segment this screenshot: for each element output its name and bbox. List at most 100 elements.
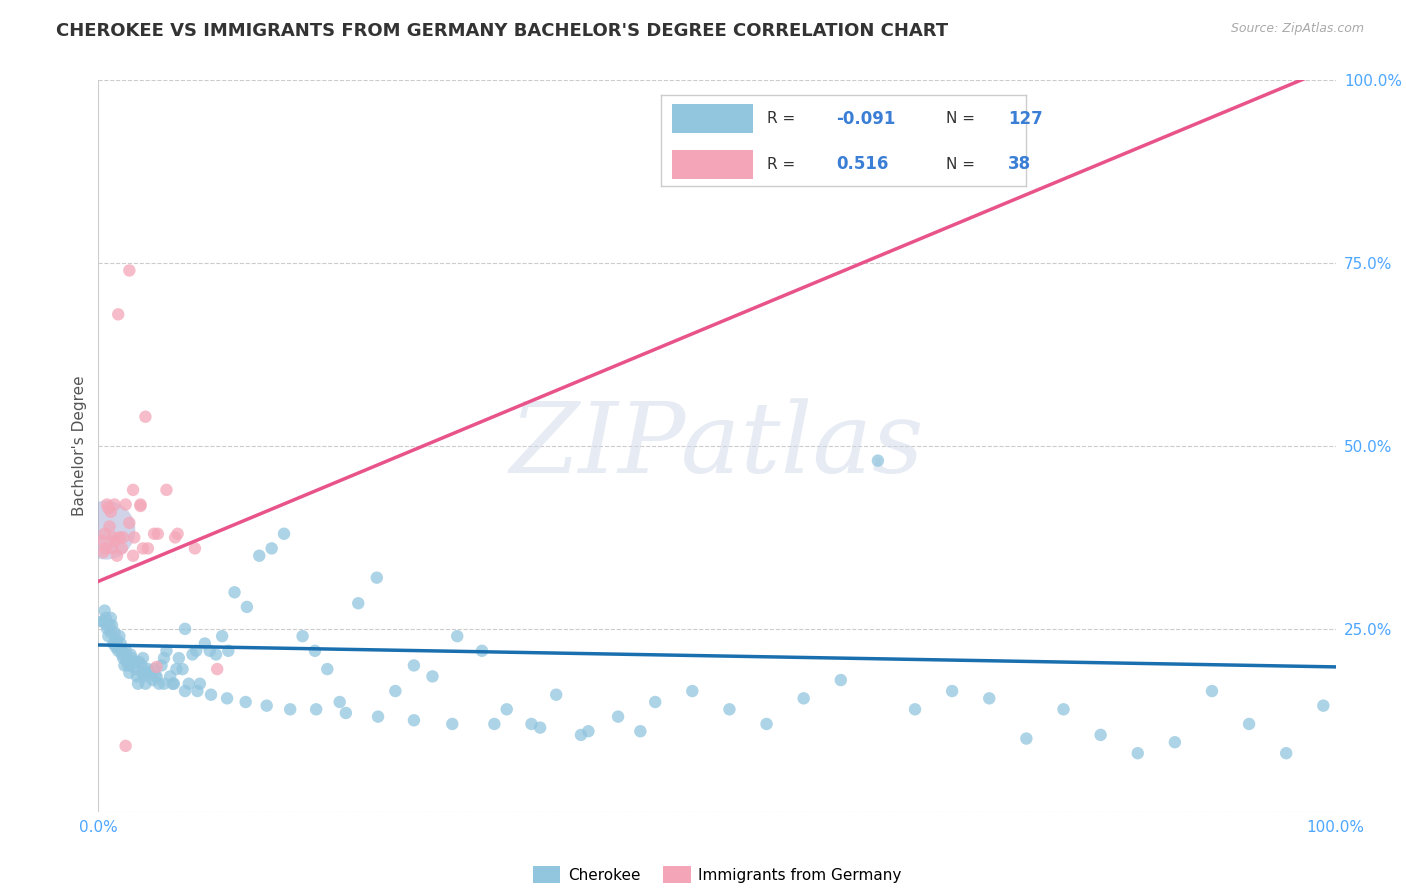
- Text: 38: 38: [1008, 155, 1031, 173]
- Point: [167, 651, 190, 665]
- Point: [103, 498, 125, 512]
- Point: [1090, 728, 1112, 742]
- Point: [1015, 731, 1038, 746]
- Point: [755, 717, 778, 731]
- Point: [291, 629, 314, 643]
- Point: [101, 618, 124, 632]
- Point: [384, 684, 406, 698]
- Point: [148, 676, 170, 690]
- Point: [866, 453, 889, 467]
- Point: [91, 534, 114, 549]
- Point: [155, 644, 177, 658]
- Point: [100, 625, 122, 640]
- Text: Source: ZipAtlas.com: Source: ZipAtlas.com: [1230, 22, 1364, 36]
- Point: [128, 655, 150, 669]
- Point: [97, 501, 120, 516]
- Point: [546, 688, 568, 702]
- Point: [93, 603, 115, 617]
- Point: [681, 684, 703, 698]
- Point: [122, 483, 145, 497]
- Point: [186, 644, 208, 658]
- Point: [98, 618, 121, 632]
- Point: [132, 651, 155, 665]
- Point: [105, 549, 128, 563]
- Point: [134, 676, 156, 690]
- Point: [194, 636, 217, 650]
- Point: [278, 702, 301, 716]
- Point: [1201, 684, 1223, 698]
- FancyBboxPatch shape: [672, 104, 752, 133]
- Point: [124, 662, 146, 676]
- Point: [93, 615, 115, 629]
- Point: [114, 644, 136, 658]
- Text: ZIPatlas: ZIPatlas: [510, 399, 924, 493]
- Point: [114, 648, 136, 662]
- Point: [103, 625, 125, 640]
- Point: [139, 665, 162, 680]
- Point: [205, 648, 228, 662]
- Point: [120, 648, 142, 662]
- Point: [146, 526, 169, 541]
- Point: [1312, 698, 1334, 713]
- Text: 0.516: 0.516: [837, 155, 889, 173]
- Point: [366, 571, 388, 585]
- Text: CHEROKEE VS IMMIGRANTS FROM GERMANY BACHELOR'S DEGREE CORRELATION CHART: CHEROKEE VS IMMIGRANTS FROM GERMANY BACH…: [56, 22, 949, 40]
- Point: [134, 669, 156, 683]
- Point: [108, 629, 131, 643]
- Text: R =: R =: [768, 112, 800, 126]
- Point: [131, 658, 153, 673]
- Point: [125, 669, 148, 683]
- Point: [1237, 717, 1260, 731]
- Point: [471, 644, 494, 658]
- Point: [793, 691, 815, 706]
- Point: [111, 644, 134, 658]
- Point: [1052, 702, 1074, 716]
- Point: [217, 644, 239, 658]
- Point: [108, 530, 131, 544]
- Point: [830, 673, 852, 687]
- Point: [107, 644, 129, 658]
- Point: [422, 669, 444, 683]
- Point: [115, 655, 138, 669]
- Point: [153, 651, 176, 665]
- Point: [101, 541, 124, 556]
- Legend: Cherokee, Immigrants from Germany: Cherokee, Immigrants from Germany: [526, 860, 908, 889]
- Point: [117, 658, 139, 673]
- FancyBboxPatch shape: [672, 150, 752, 179]
- Point: [114, 739, 136, 753]
- Point: [103, 534, 125, 549]
- Point: [217, 691, 239, 706]
- Point: [236, 599, 259, 614]
- Point: [143, 526, 166, 541]
- Point: [120, 658, 142, 673]
- Point: [718, 702, 741, 716]
- Point: [256, 698, 278, 713]
- Point: [136, 662, 159, 676]
- Point: [520, 717, 543, 731]
- Point: [94, 523, 117, 537]
- Point: [122, 549, 145, 563]
- Point: [941, 684, 963, 698]
- Point: [198, 644, 221, 658]
- Point: [112, 658, 135, 673]
- Text: N =: N =: [946, 112, 980, 126]
- Point: [1126, 746, 1149, 760]
- Point: [96, 622, 118, 636]
- Point: [329, 695, 352, 709]
- Point: [335, 706, 357, 720]
- Point: [100, 505, 122, 519]
- Point: [186, 684, 208, 698]
- Point: [94, 541, 117, 556]
- Point: [100, 611, 122, 625]
- Point: [205, 662, 228, 676]
- Point: [143, 662, 166, 676]
- Point: [184, 541, 207, 556]
- Point: [104, 640, 127, 655]
- Point: [129, 499, 152, 513]
- Point: [124, 530, 146, 544]
- Point: [143, 669, 166, 683]
- Point: [305, 702, 328, 716]
- Point: [97, 629, 120, 643]
- Point: [124, 655, 146, 669]
- Point: [98, 519, 121, 533]
